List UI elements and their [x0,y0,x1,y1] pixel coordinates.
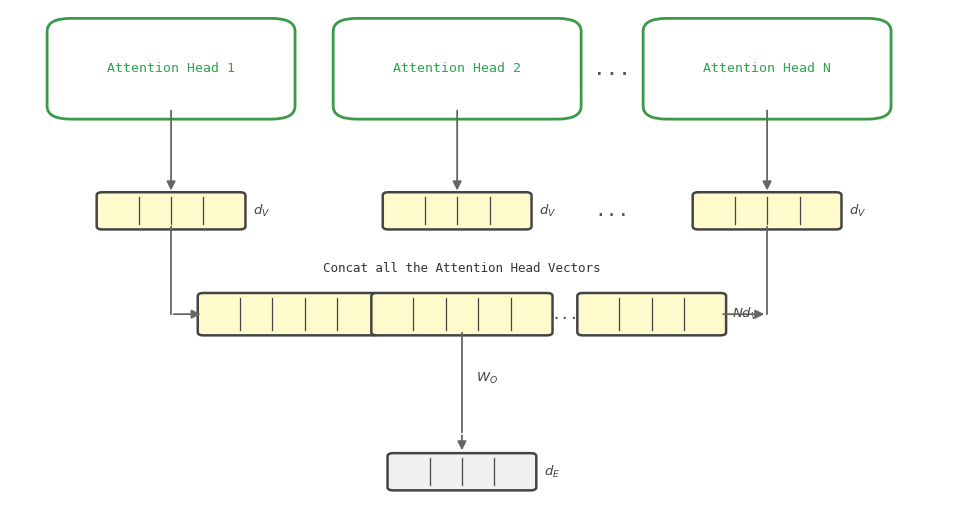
Bar [456,197,489,224]
Bar [392,197,425,224]
Bar [171,197,204,224]
Text: $Nd_V$: $Nd_V$ [731,306,758,322]
Bar [336,298,369,330]
Bar [619,298,651,330]
Bar [510,298,542,330]
Bar [651,298,683,330]
FancyBboxPatch shape [371,293,552,335]
Text: $W_O$: $W_O$ [476,371,498,386]
Bar [799,197,831,224]
FancyBboxPatch shape [96,192,245,229]
Text: ...: ... [592,59,629,79]
Bar [207,298,239,330]
Bar [683,298,716,330]
Text: ...: ... [551,307,578,322]
Text: $d_V$: $d_V$ [849,203,866,219]
Bar [106,197,138,224]
Bar [138,197,171,224]
Text: Attention Head N: Attention Head N [702,62,830,75]
Bar [425,197,456,224]
FancyBboxPatch shape [692,192,841,229]
Text: $d_V$: $d_V$ [538,203,555,219]
Text: $d_E$: $d_E$ [543,464,559,480]
Bar [397,458,429,485]
FancyBboxPatch shape [643,18,890,119]
FancyBboxPatch shape [47,18,295,119]
Bar [204,197,235,224]
Bar [702,197,734,224]
Bar [239,298,272,330]
Text: Concat all the Attention Head Vectors: Concat all the Attention Head Vectors [323,262,600,275]
FancyBboxPatch shape [198,293,379,335]
Text: Attention Head 2: Attention Head 2 [393,62,521,75]
Bar [413,298,445,330]
Bar [272,298,305,330]
Bar [766,197,799,224]
FancyBboxPatch shape [387,453,535,490]
Bar [381,298,413,330]
Bar [445,298,478,330]
Text: Attention Head 1: Attention Head 1 [107,62,234,75]
FancyBboxPatch shape [382,192,531,229]
Bar [305,298,336,330]
Bar [494,458,527,485]
FancyBboxPatch shape [577,293,726,335]
Text: ...: ... [593,201,628,220]
Bar [734,197,766,224]
Bar [586,298,619,330]
Bar [429,458,461,485]
Bar [478,298,510,330]
Text: $d_V$: $d_V$ [253,203,270,219]
Bar [489,197,522,224]
Bar [461,458,494,485]
FancyBboxPatch shape [333,18,580,119]
